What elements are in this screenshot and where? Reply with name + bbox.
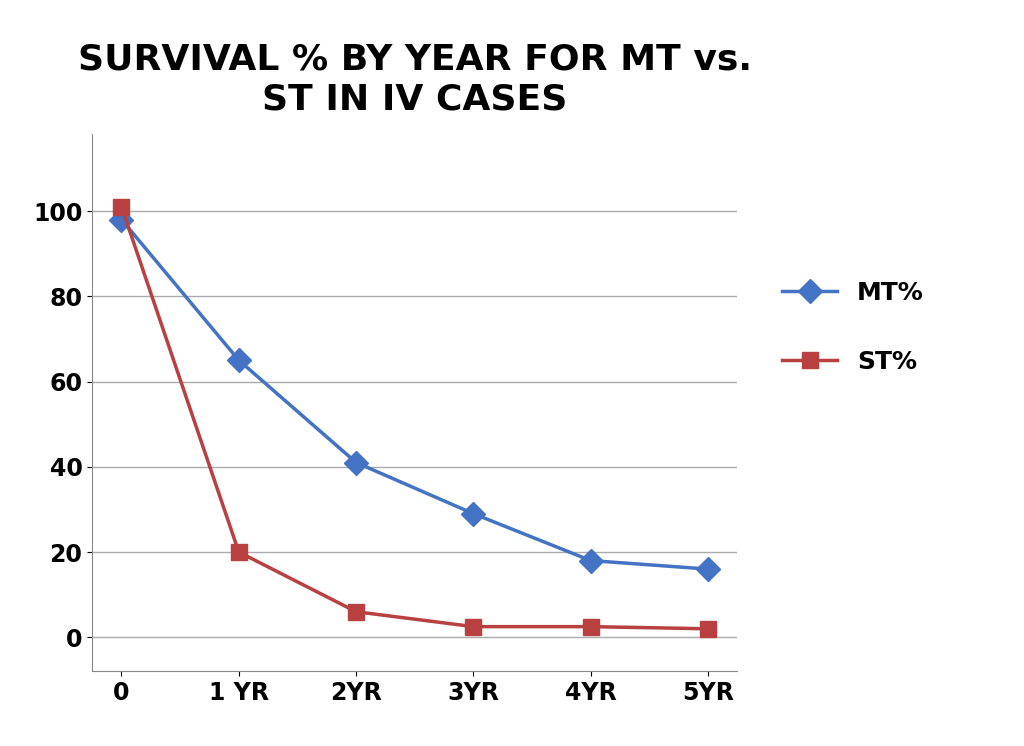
MT% [585,556,597,565]
MT% [467,510,479,518]
ST% [701,624,714,633]
Line: ST%: ST% [113,198,717,637]
MT% [116,215,128,224]
ST% [350,607,362,616]
ST% [232,548,245,557]
MT% [701,565,714,574]
ST% [116,202,128,211]
Line: MT%: MT% [113,211,717,577]
ST% [467,622,479,631]
Legend: MT%, ST%: MT%, ST% [782,281,924,374]
ST% [585,622,597,631]
MT% [350,458,362,467]
Title: SURVIVAL % BY YEAR FOR MT vs.
ST IN IV CASES: SURVIVAL % BY YEAR FOR MT vs. ST IN IV C… [78,43,752,116]
MT% [232,356,245,365]
